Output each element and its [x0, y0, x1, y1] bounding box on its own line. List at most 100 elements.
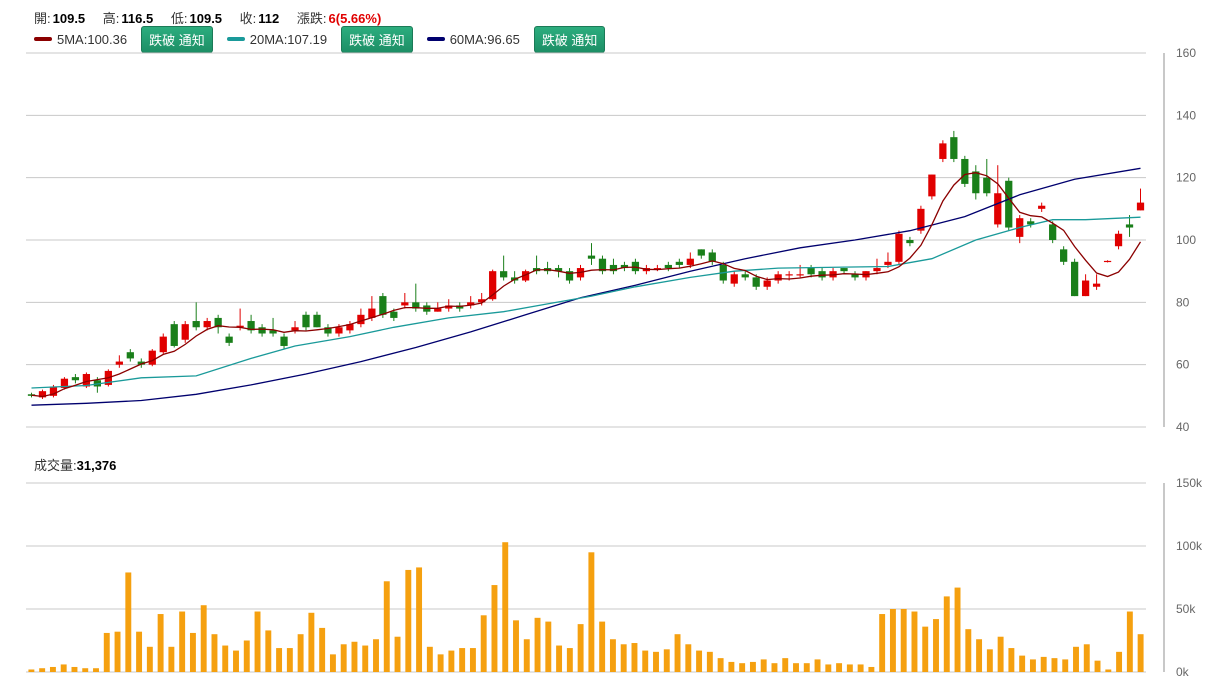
candle-body — [335, 327, 343, 334]
candle — [148, 349, 156, 367]
volume-bar — [297, 634, 304, 672]
price-tick-label: 40 — [1176, 420, 1190, 434]
candle-body — [236, 325, 244, 328]
volume-bar — [168, 646, 175, 672]
price-tick-label: 120 — [1176, 171, 1196, 185]
volume-bar — [480, 615, 487, 672]
volume-bar — [319, 627, 326, 672]
candle — [609, 258, 618, 275]
candle-body — [368, 308, 376, 318]
candle-body — [565, 271, 574, 281]
ohlc-summary: 開: 109.5 高: 116.5 低: 109.5 收: 112 漲跌: 6(5.66%… — [34, 8, 383, 27]
volume-bar — [513, 620, 519, 672]
candle-body — [653, 268, 661, 270]
candle-body — [137, 361, 145, 365]
volume-bar — [814, 659, 821, 672]
candle — [1092, 274, 1101, 290]
volume-bar — [1126, 611, 1133, 672]
candle-body — [1027, 221, 1035, 225]
ma20-alert-button[interactable]: 跌破 通知 — [341, 25, 413, 53]
candle — [280, 333, 288, 350]
volume-bar — [146, 646, 153, 672]
candle-body — [708, 252, 716, 262]
ma5-line — [31, 172, 1142, 398]
candle-body — [489, 271, 497, 300]
volume-bar — [459, 648, 466, 672]
low-label: 低: — [170, 11, 188, 26]
candle-body — [895, 233, 903, 262]
candle-body — [27, 394, 36, 396]
candle-body — [950, 137, 958, 159]
candle — [126, 349, 134, 362]
volume-bar — [545, 621, 552, 672]
volume-bar — [351, 641, 358, 672]
candle-body — [71, 377, 80, 381]
volume-bar — [986, 649, 993, 672]
volume-bar — [933, 619, 939, 672]
volume-bar — [577, 624, 584, 672]
open-value: 109.5 — [52, 11, 86, 26]
candle — [302, 311, 310, 331]
candle-body — [939, 143, 947, 159]
candle-body — [258, 327, 266, 334]
volume-bar — [233, 650, 239, 672]
ma20-label: 20MA:107.19 — [249, 31, 328, 47]
ma60-alert-button[interactable]: 跌破 通知 — [533, 25, 606, 53]
candle-body — [170, 324, 178, 346]
volume-bar — [39, 668, 46, 672]
candle-body — [214, 317, 222, 328]
candle — [730, 271, 738, 287]
volume-axis: 0k 50k 100k 150k — [1163, 476, 1203, 679]
candle-body — [126, 352, 134, 359]
ma5-legend-item: 5MA:100.36 跌破 通知 — [34, 25, 213, 53]
volume-bar — [825, 664, 832, 672]
candle — [291, 321, 299, 334]
candle — [1071, 258, 1079, 297]
price-tick-label: 140 — [1176, 108, 1196, 122]
candle-body — [686, 258, 694, 265]
price-tick-label: 60 — [1176, 358, 1190, 372]
candle-body — [203, 321, 211, 328]
candle — [1016, 215, 1024, 244]
volume-bar — [308, 612, 315, 672]
candle-body — [478, 299, 486, 303]
candle-body — [467, 302, 475, 306]
volume-bar — [760, 659, 767, 672]
candle-body — [49, 386, 58, 396]
candle — [38, 389, 47, 399]
volume-bar — [329, 654, 336, 672]
ma5-alert-button[interactable]: 跌破 通知 — [141, 25, 213, 53]
candle — [928, 174, 936, 200]
candle-body — [906, 240, 914, 244]
moving-average-lines — [31, 167, 1142, 406]
candle-body — [1103, 260, 1112, 263]
volume-bar — [136, 631, 143, 672]
volume-bar — [674, 634, 681, 672]
price-tick-label: 80 — [1176, 295, 1190, 309]
candle — [664, 261, 672, 272]
change-label: 漲跌: — [296, 11, 327, 26]
volume-bar — [157, 614, 164, 672]
volume-bar — [243, 640, 250, 672]
volume-bar — [943, 596, 950, 672]
volume-bar — [60, 664, 67, 672]
ma5-swatch — [34, 37, 52, 41]
high-value: 116.5 — [121, 11, 154, 26]
candle — [1114, 230, 1123, 250]
volume-value: 31,376 — [76, 458, 117, 473]
candle-body — [148, 350, 156, 365]
volume-bar — [103, 632, 110, 672]
volume-bar — [653, 651, 659, 672]
close-label: 收: — [239, 11, 257, 26]
volume-bar — [125, 572, 132, 672]
candle — [71, 374, 80, 384]
candle — [1005, 177, 1013, 231]
volume-bar — [394, 636, 401, 672]
price-tick-label: 100 — [1176, 233, 1196, 247]
candle-body — [313, 314, 321, 328]
candle — [324, 324, 332, 337]
candle-body — [346, 324, 354, 331]
volume-bar — [663, 649, 670, 672]
candle — [521, 269, 530, 283]
volume-bar — [276, 648, 283, 672]
